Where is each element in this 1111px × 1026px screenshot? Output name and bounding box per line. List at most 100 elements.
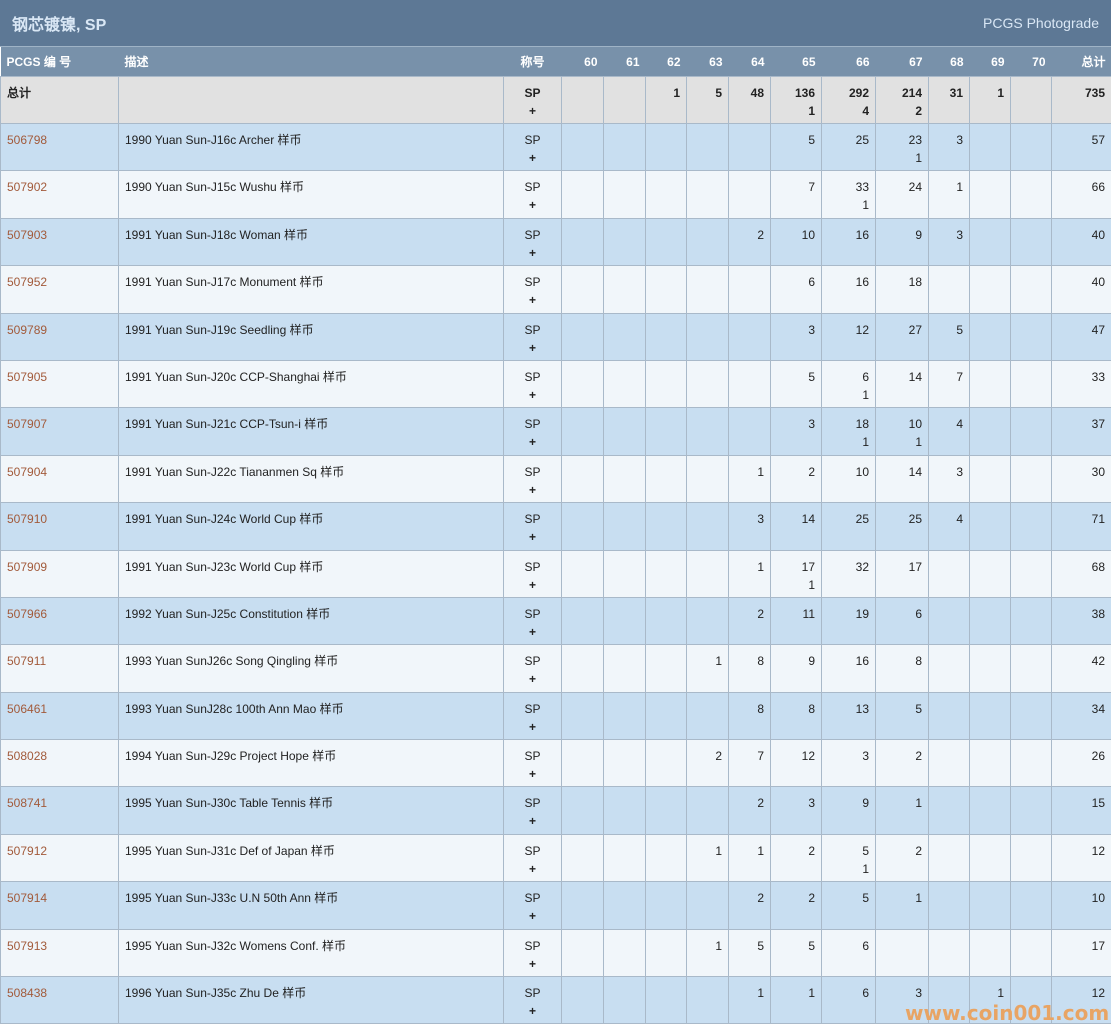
col-total[interactable]: 总计	[1051, 47, 1111, 77]
coin-description: 1993 Yuan SunJ26c Song Qingling 样币	[125, 654, 339, 669]
grade-cell-62	[645, 786, 687, 835]
grade-cell-62	[645, 407, 687, 456]
grade-cell-62	[645, 265, 687, 314]
row-total: 71	[1091, 512, 1105, 527]
grade-cell-65: 9	[770, 644, 822, 693]
grade-count: 8	[757, 701, 764, 716]
pcgs-number-link[interactable]: 506461	[7, 701, 48, 716]
total-cell: 12	[1051, 833, 1111, 883]
pcgs-number-link[interactable]: 507911	[7, 654, 47, 669]
table-row: 507952 1991 Yuan Sun-J17c Monument 样币 SP +6…	[0, 265, 1111, 314]
grade-cell-69	[969, 691, 1011, 741]
grade-cell-60	[561, 833, 604, 883]
col-grade-63[interactable]: 63	[686, 47, 729, 77]
grade-cell-64: 7	[728, 739, 771, 788]
grade-cell-64	[728, 359, 771, 409]
designation: SP	[524, 843, 541, 858]
pcgs-number-link[interactable]: 507902	[7, 180, 48, 195]
grade-count: 6	[862, 369, 869, 384]
description-cell: 1991 Yuan Sun-J23c World Cup 样币	[118, 549, 504, 598]
plus-count: 2	[915, 104, 922, 118]
grade-cell-69: 1	[969, 76, 1011, 124]
col-desc[interactable]: 描述	[118, 47, 504, 77]
grade-count: 31	[949, 86, 963, 100]
pcgs-number-link[interactable]: 507905	[7, 369, 48, 384]
col-grade-69[interactable]: 69	[969, 47, 1011, 77]
description-cell: 1995 Yuan Sun-J33c U.N 50th Ann 样币	[118, 881, 504, 930]
pcgs-number-link[interactable]: 507912	[7, 843, 48, 858]
row-total: 66	[1091, 180, 1105, 195]
grade-cell-67: 1	[875, 786, 929, 835]
pcgs-number-link[interactable]: 508741	[7, 796, 48, 811]
grade-count: 32	[855, 559, 869, 574]
designation: SP	[524, 749, 541, 764]
col-grade-65[interactable]: 65	[770, 47, 822, 77]
watermark: www.coin001.com	[905, 1001, 1110, 1025]
pcgs-number-link[interactable]: 506798	[7, 133, 48, 147]
pcgs-number-link[interactable]: 507903	[7, 227, 48, 242]
col-grade-68[interactable]: 68	[928, 47, 970, 77]
pcgs-number-link[interactable]: 507952	[7, 275, 48, 290]
grade-cell-70	[1010, 549, 1052, 598]
pcgs-cell: 507910	[0, 502, 119, 551]
col-pcgs[interactable]: PCGS 编 号	[0, 47, 119, 77]
row-total: 735	[1084, 86, 1105, 100]
grade-cell-62	[645, 739, 687, 788]
grade-cell-65: 2	[770, 881, 822, 930]
pcgs-number-link[interactable]: 507910	[7, 512, 48, 527]
pcgs-number-link[interactable]: 507907	[7, 417, 48, 432]
grade-count: 5	[915, 701, 922, 716]
total-cell: 40	[1051, 265, 1111, 314]
col-grade-70[interactable]: 70	[1010, 47, 1052, 77]
grade-cell-69	[969, 312, 1011, 361]
description-cell: 1991 Yuan Sun-J22c Tiananmen Sq 样币	[118, 454, 504, 504]
plus-icon: +	[528, 104, 536, 118]
grade-cell-62	[645, 928, 687, 978]
pcgs-number-link[interactable]: 508438	[7, 986, 48, 1001]
grade-count: 25	[855, 512, 869, 527]
grade-count: 7	[956, 369, 963, 384]
col-grade-64[interactable]: 64	[728, 47, 771, 77]
grade-cell-68	[928, 833, 970, 883]
coin-description: 1993 Yuan SunJ28c 100th Ann Mao 样币	[125, 701, 344, 716]
pcgs-number-link[interactable]: 509789	[7, 322, 48, 337]
pcgs-number-link[interactable]: 507913	[7, 938, 48, 953]
col-designation[interactable]: 称号	[503, 47, 562, 77]
grade-cell-66: 33 1	[821, 170, 876, 219]
grade-count: 17	[801, 559, 815, 574]
grade-cell-68	[928, 265, 970, 314]
grade-count: 4	[956, 417, 963, 432]
pcgs-number-link[interactable]: 507904	[7, 464, 48, 479]
page-title: 钢芯镀镍, SP	[12, 17, 107, 34]
pcgs-number-link[interactable]: 507914	[7, 891, 48, 906]
total-cell: 38	[1051, 596, 1111, 646]
grade-cell-62	[645, 359, 687, 409]
col-grade-66[interactable]: 66	[821, 47, 876, 77]
pcgs-number-link[interactable]: 507966	[7, 606, 48, 621]
description-cell: 1991 Yuan Sun-J17c Monument 样币	[118, 265, 504, 314]
grade-cell-68	[928, 928, 970, 978]
photograde-link[interactable]: PCGS Photograde	[983, 15, 1099, 31]
grade-cell-69	[969, 881, 1011, 930]
total-cell: 40	[1051, 217, 1111, 267]
col-grade-61[interactable]: 61	[603, 47, 646, 77]
col-grade-62[interactable]: 62	[645, 47, 687, 77]
pcgs-number-link[interactable]: 507909	[7, 559, 48, 574]
table-row: 507910 1991 Yuan Sun-J24c World Cup 样币 SP +…	[0, 502, 1111, 551]
plus-icon: +	[528, 672, 536, 687]
pcgs-cell: 509789	[0, 312, 119, 361]
col-grade-67[interactable]: 67	[875, 47, 929, 77]
grade-cell-70	[1010, 596, 1052, 646]
grade-cell-67: 3	[875, 976, 929, 1025]
col-grade-60[interactable]: 60	[561, 47, 604, 77]
grade-cell-68: 1	[928, 170, 970, 219]
pcgs-number-link[interactable]: 508028	[7, 749, 48, 764]
plus-icon: +	[528, 719, 536, 734]
row-total: 34	[1091, 701, 1105, 716]
grade-cell-65: 5	[770, 359, 822, 409]
grade-cell-68	[928, 549, 970, 598]
grade-count: 12	[855, 322, 869, 337]
coin-description: 1995 Yuan Sun-J32c Womens Conf. 样币	[125, 938, 347, 953]
designation: SP	[524, 133, 541, 147]
grade-cell-64: 1	[728, 454, 771, 504]
